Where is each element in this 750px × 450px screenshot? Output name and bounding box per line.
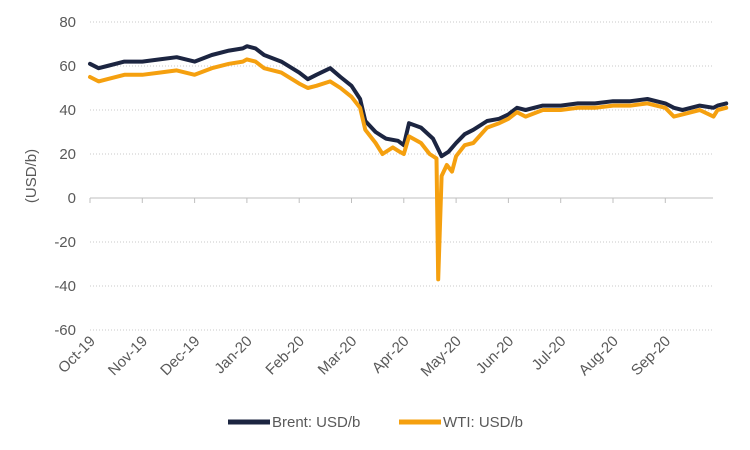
x-tick-label: Feb-20 (262, 333, 308, 379)
y-tick-label: 0 (68, 190, 76, 207)
series-line (88, 44, 729, 159)
series-lines (88, 44, 729, 282)
x-tick-label: Apr-20 (369, 333, 413, 377)
x-tick-label: Oct-19 (55, 333, 99, 377)
legend-label: WTI: USD/b (443, 414, 523, 431)
x-tick-label: Jul-20 (529, 333, 570, 374)
legend: Brent: USD/b WTI: USD/b (228, 414, 523, 431)
legend-label: Brent: USD/b (272, 414, 360, 431)
y-tick-label: 20 (59, 146, 76, 163)
x-tick-label: Jun-20 (473, 333, 517, 377)
x-tick-label: Sep-20 (628, 333, 674, 379)
y-axis-title: (USD/b) (23, 149, 40, 203)
y-tick-label: 40 (59, 102, 76, 119)
x-tick-label: Nov-19 (105, 333, 151, 379)
y-tick-label: 60 (59, 58, 76, 75)
x-tick-label: Jan-20 (211, 333, 255, 377)
x-axis-ticks: Oct-19 Nov-19 Dec-19 Jan-20 Feb-20 Mar-20 Apr-… (55, 198, 674, 380)
x-tick-label: May-20 (418, 333, 465, 380)
y-tick-label: -20 (54, 234, 76, 251)
series-line (88, 57, 729, 282)
x-tick-label: Aug-20 (576, 333, 622, 379)
y-tick-label: 80 (59, 14, 76, 31)
y-axis-ticks: 80 60 40 20 0 -20 -40 -60 (54, 14, 76, 339)
grid-lines (90, 21, 713, 331)
y-tick-label: -40 (54, 278, 76, 295)
x-tick-label: Mar-20 (315, 333, 361, 379)
y-tick-label: -60 (54, 322, 76, 339)
x-tick-label: Dec-19 (157, 333, 203, 379)
